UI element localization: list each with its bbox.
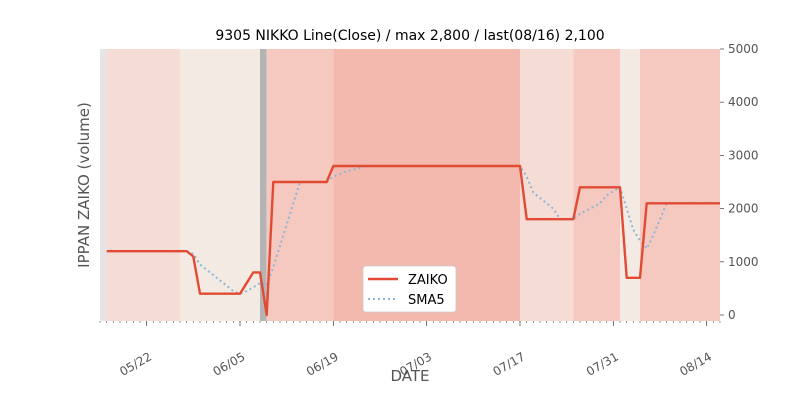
legend-label-sma5: SMA5 [408,293,445,308]
x-tick-label: 07/31 [584,349,621,378]
background-band [573,49,620,321]
y-tick-label: 3000 [728,148,759,162]
series-layer [106,164,720,317]
background-band [520,49,574,321]
background-band [180,49,260,321]
y-tick-label: 2000 [728,202,759,216]
series-line-zaiko [106,164,720,317]
legend: ZAIKO SMA5 [362,265,457,313]
plot-background [100,49,720,321]
y-tick-label: 1000 [728,255,759,269]
y-axis-label: IPPAN ZAIKO (volume) [75,102,93,268]
y-tick-label: 5000 [728,42,759,56]
x-tick-label: 06/05 [211,349,248,378]
x-tick-label: 07/17 [491,349,528,378]
legend-box [362,265,457,313]
y-tick-label: 4000 [728,95,759,109]
y-tick-label: 0 [728,308,736,322]
x-tick-label: 06/19 [304,349,341,378]
background-band [106,49,180,321]
background-band [620,49,640,321]
chart-title: 9305 NIKKO Line(Close) / max 2,800 / las… [215,28,604,44]
y-axis: 0 1000 2000 3000 4000 5000 [720,42,759,322]
x-tick-label: 08/14 [677,349,714,378]
background-band [640,49,720,321]
background-band [100,49,107,321]
background-band [260,49,267,321]
legend-label-zaiko: ZAIKO [408,273,448,288]
x-axis-label: DATE [390,367,429,385]
x-tick-label: 05/22 [117,349,154,378]
